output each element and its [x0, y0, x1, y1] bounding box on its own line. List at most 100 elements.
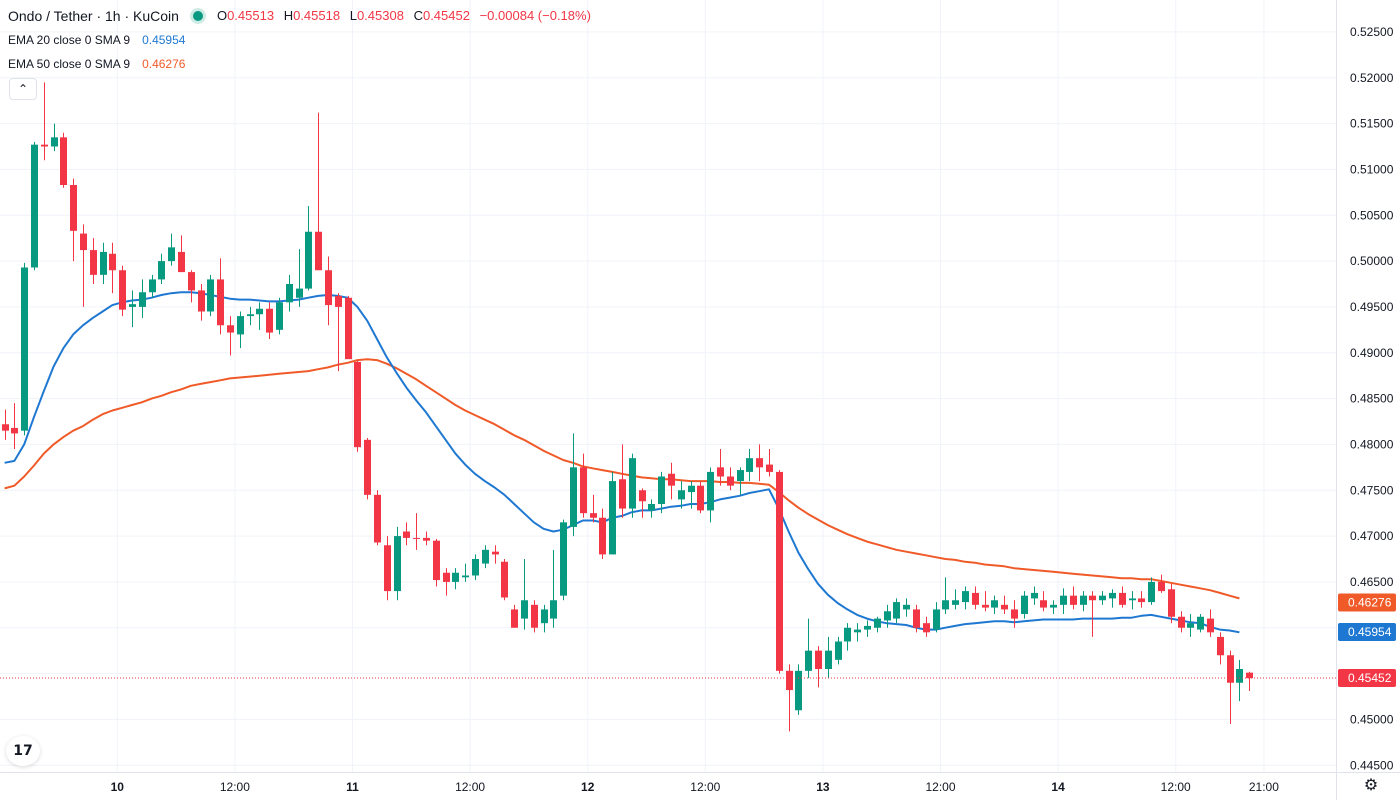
candle	[1011, 600, 1018, 628]
candle-body	[737, 470, 744, 482]
candle-body	[560, 522, 567, 596]
candle	[795, 664, 802, 715]
ema50-legend[interactable]: EMA 50 close 0 SMA 9 0.46276	[8, 54, 597, 74]
candle-body	[550, 600, 557, 619]
candle	[1080, 591, 1087, 612]
candle-body	[678, 490, 685, 500]
candle	[1070, 586, 1077, 610]
candle-body	[1011, 609, 1018, 619]
candle-body	[570, 467, 577, 527]
candle-body	[913, 609, 920, 628]
candle-body	[452, 572, 459, 582]
candle	[1119, 586, 1126, 608]
candle	[1040, 591, 1047, 612]
candle	[305, 206, 312, 291]
high-value: 0.45518	[293, 8, 341, 23]
candle-body	[864, 625, 871, 630]
candle	[41, 82, 48, 161]
x-tick-label: 21:00	[1249, 780, 1279, 794]
candle-body	[158, 261, 165, 280]
candle-body	[942, 600, 949, 610]
candle	[619, 444, 626, 518]
candle-body	[109, 253, 116, 271]
candle-body	[31, 144, 38, 268]
candle-body	[315, 231, 322, 271]
candle-body	[276, 302, 283, 330]
candle-body	[403, 531, 410, 538]
open-label: O	[216, 8, 228, 23]
candle	[384, 536, 391, 601]
candle	[482, 545, 489, 569]
candle-body	[364, 439, 371, 495]
symbol-title[interactable]: Ondo / Tether · 1h · KuCoin	[8, 8, 179, 24]
candle	[913, 604, 920, 633]
collapse-legend-button[interactable]: ⌃	[9, 78, 37, 100]
candle	[129, 290, 136, 328]
candle	[766, 449, 773, 477]
candle-body	[531, 604, 538, 628]
candle-body	[1129, 598, 1136, 601]
candle-body	[580, 467, 587, 514]
candle-body	[1217, 636, 1224, 656]
candle	[521, 559, 528, 630]
candle-body	[923, 623, 930, 633]
x-tick-label: 12:00	[1161, 780, 1191, 794]
candle-body	[521, 600, 528, 619]
candle	[599, 508, 606, 559]
candle	[501, 559, 508, 601]
candle-body	[11, 427, 18, 434]
open-value: 0.45513	[227, 8, 275, 23]
price-tag	[1338, 668, 1396, 687]
candle	[2, 409, 9, 440]
low-label: L	[349, 8, 357, 23]
candle-body	[599, 517, 606, 555]
candle	[972, 586, 979, 610]
candle	[80, 224, 87, 307]
y-tick-label: 0.47500	[1350, 483, 1394, 497]
gear-icon[interactable]: ⚙	[1363, 777, 1379, 794]
candle	[570, 433, 577, 537]
y-tick-label: 0.49000	[1350, 346, 1394, 360]
candle-body	[982, 604, 989, 608]
candle	[276, 297, 283, 335]
candle-body	[1207, 618, 1214, 633]
tradingview-logo[interactable]: 17	[6, 736, 40, 766]
candle	[1178, 611, 1185, 633]
candle	[374, 490, 381, 546]
candle	[335, 293, 342, 372]
price-tag	[1338, 622, 1396, 641]
close-label: C	[413, 8, 423, 23]
candle-body	[60, 137, 67, 185]
high-label: H	[283, 8, 294, 23]
candle-body	[639, 490, 646, 502]
candle-body	[198, 290, 205, 312]
candle-body	[129, 304, 136, 307]
candle-body	[1040, 600, 1047, 608]
candle-body	[658, 476, 665, 504]
candle-body	[776, 471, 783, 671]
candle-body	[1138, 598, 1145, 603]
candle	[991, 595, 998, 614]
candle	[1021, 591, 1028, 619]
candle	[668, 462, 675, 500]
candle-body	[1158, 581, 1165, 592]
candle	[1168, 583, 1175, 624]
candle	[168, 233, 175, 266]
candle	[756, 444, 763, 482]
ema20-legend[interactable]: EMA 20 close 0 SMA 9 0.45954	[8, 30, 597, 50]
candle-body	[648, 504, 655, 511]
candle-body	[1050, 604, 1057, 608]
candle-body	[80, 233, 87, 251]
chevron-up-icon: ⌃	[17, 82, 29, 96]
y-tick-label: 0.50000	[1350, 254, 1394, 268]
candle-body	[237, 316, 244, 335]
ohlc-values: O0.45513 H0.45518 L0.45308 C0.45452 −0.0…	[217, 6, 597, 26]
candle-body	[933, 609, 940, 630]
candle-body	[1070, 595, 1077, 605]
x-tick-label: 12:00	[220, 780, 250, 794]
candle	[717, 449, 724, 486]
candle	[550, 549, 557, 628]
candle	[394, 526, 401, 601]
candle	[1217, 632, 1224, 665]
